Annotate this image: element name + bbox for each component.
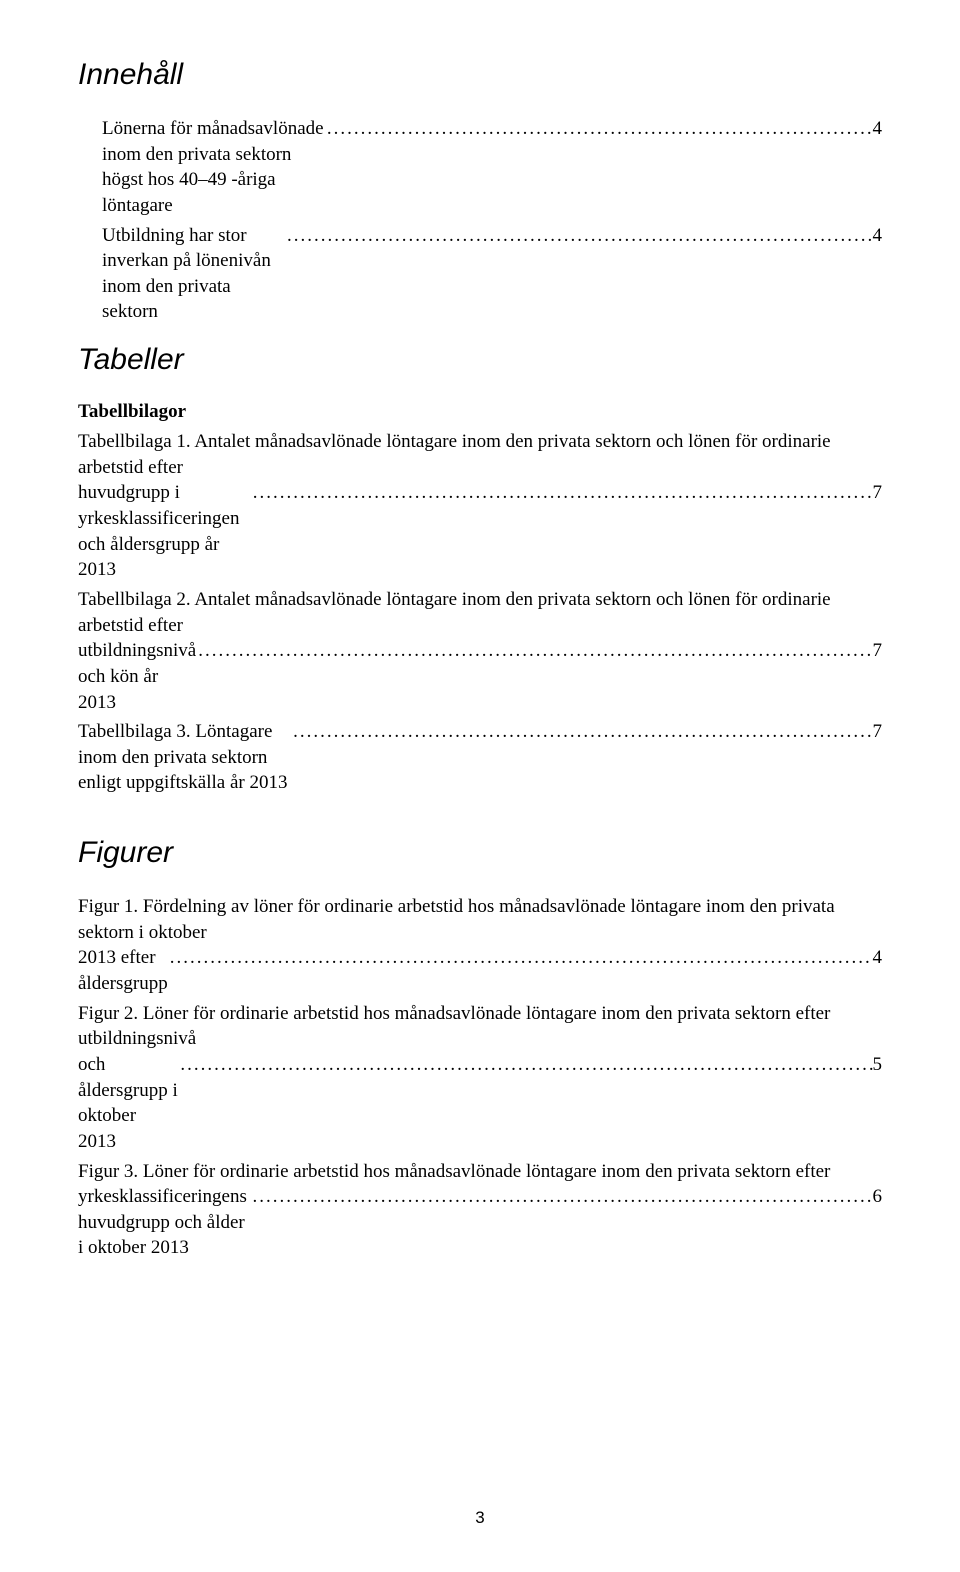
toc-text: Utbildning har stor inverkan på lönenivå…: [102, 223, 285, 326]
toc-text: Lönerna för månadsavlönade inom den priv…: [102, 116, 325, 219]
tabeller-heading: Tabeller: [78, 343, 882, 377]
toc-text-line: huvudgrupp i yrkesklassificeringen och å…: [78, 480, 251, 583]
figurer-heading: Figurer: [78, 836, 882, 870]
intro-block: Lönerna för månadsavlönade inom den priv…: [78, 116, 882, 325]
toc-leaders: [325, 116, 873, 142]
toc-page: 4: [873, 223, 883, 249]
toc-entry: Tabellbilaga 1. Antalet månadsavlönade l…: [78, 429, 882, 583]
toc-title: Innehåll: [78, 58, 882, 92]
page-number: 3: [0, 1508, 960, 1528]
toc-page: 7: [873, 719, 883, 745]
toc-leaders: [291, 719, 872, 745]
toc-page: 4: [873, 945, 883, 971]
toc-leaders: [250, 1184, 872, 1210]
toc-entry: Utbildning har stor inverkan på lönenivå…: [102, 223, 882, 326]
toc-leaders: [178, 1052, 872, 1078]
toc-leaders: [251, 480, 873, 506]
toc-entry: Figur 3. Löner för ordinarie arbetstid h…: [78, 1159, 882, 1262]
tabeller-list: Tabellbilaga 1. Antalet månadsavlönade l…: [78, 429, 882, 796]
toc-entry: Lönerna för månadsavlönade inom den priv…: [102, 116, 882, 219]
toc-entry: Figur 1. Fördelning av löner för ordinar…: [78, 894, 882, 997]
toc-text-line: yrkesklassificeringens huvudgrupp och ål…: [78, 1184, 250, 1261]
tabellbilagor-sub: Tabellbilagor: [78, 401, 882, 423]
toc-entry: Figur 2. Löner för ordinarie arbetstid h…: [78, 1001, 882, 1155]
toc-entry: Tabellbilaga 2. Antalet månadsavlönade l…: [78, 587, 882, 715]
toc-text-line: Tabellbilaga 1. Antalet månadsavlönade l…: [78, 429, 882, 480]
toc-text-line: Tabellbilaga 3. Löntagare inom den priva…: [78, 719, 291, 796]
toc-text-line: och åldersgrupp i oktober 2013: [78, 1052, 178, 1155]
page: Innehåll Lönerna för månadsavlönade inom…: [0, 0, 960, 1572]
toc-text-line: Figur 3. Löner för ordinarie arbetstid h…: [78, 1159, 882, 1185]
toc-text-line: 2013 efter åldersgrupp: [78, 945, 168, 996]
toc-text-line: utbildningsnivå och kön år 2013: [78, 638, 196, 715]
toc-text-line: Figur 2. Löner för ordinarie arbetstid h…: [78, 1001, 882, 1052]
toc-leaders: [285, 223, 872, 249]
toc-leaders: [168, 945, 873, 971]
toc-page: 5: [873, 1052, 883, 1078]
figurer-list: Figur 1. Fördelning av löner för ordinar…: [78, 894, 882, 1261]
toc-text-line: Tabellbilaga 2. Antalet månadsavlönade l…: [78, 587, 882, 638]
toc-page: 7: [873, 638, 883, 664]
toc-entry: Tabellbilaga 3. Löntagare inom den priva…: [78, 719, 882, 796]
toc-leaders: [196, 638, 872, 664]
toc-page: 6: [873, 1184, 883, 1210]
toc-page: 4: [873, 116, 883, 142]
toc-text-line: Figur 1. Fördelning av löner för ordinar…: [78, 894, 882, 945]
toc-page: 7: [873, 480, 883, 506]
